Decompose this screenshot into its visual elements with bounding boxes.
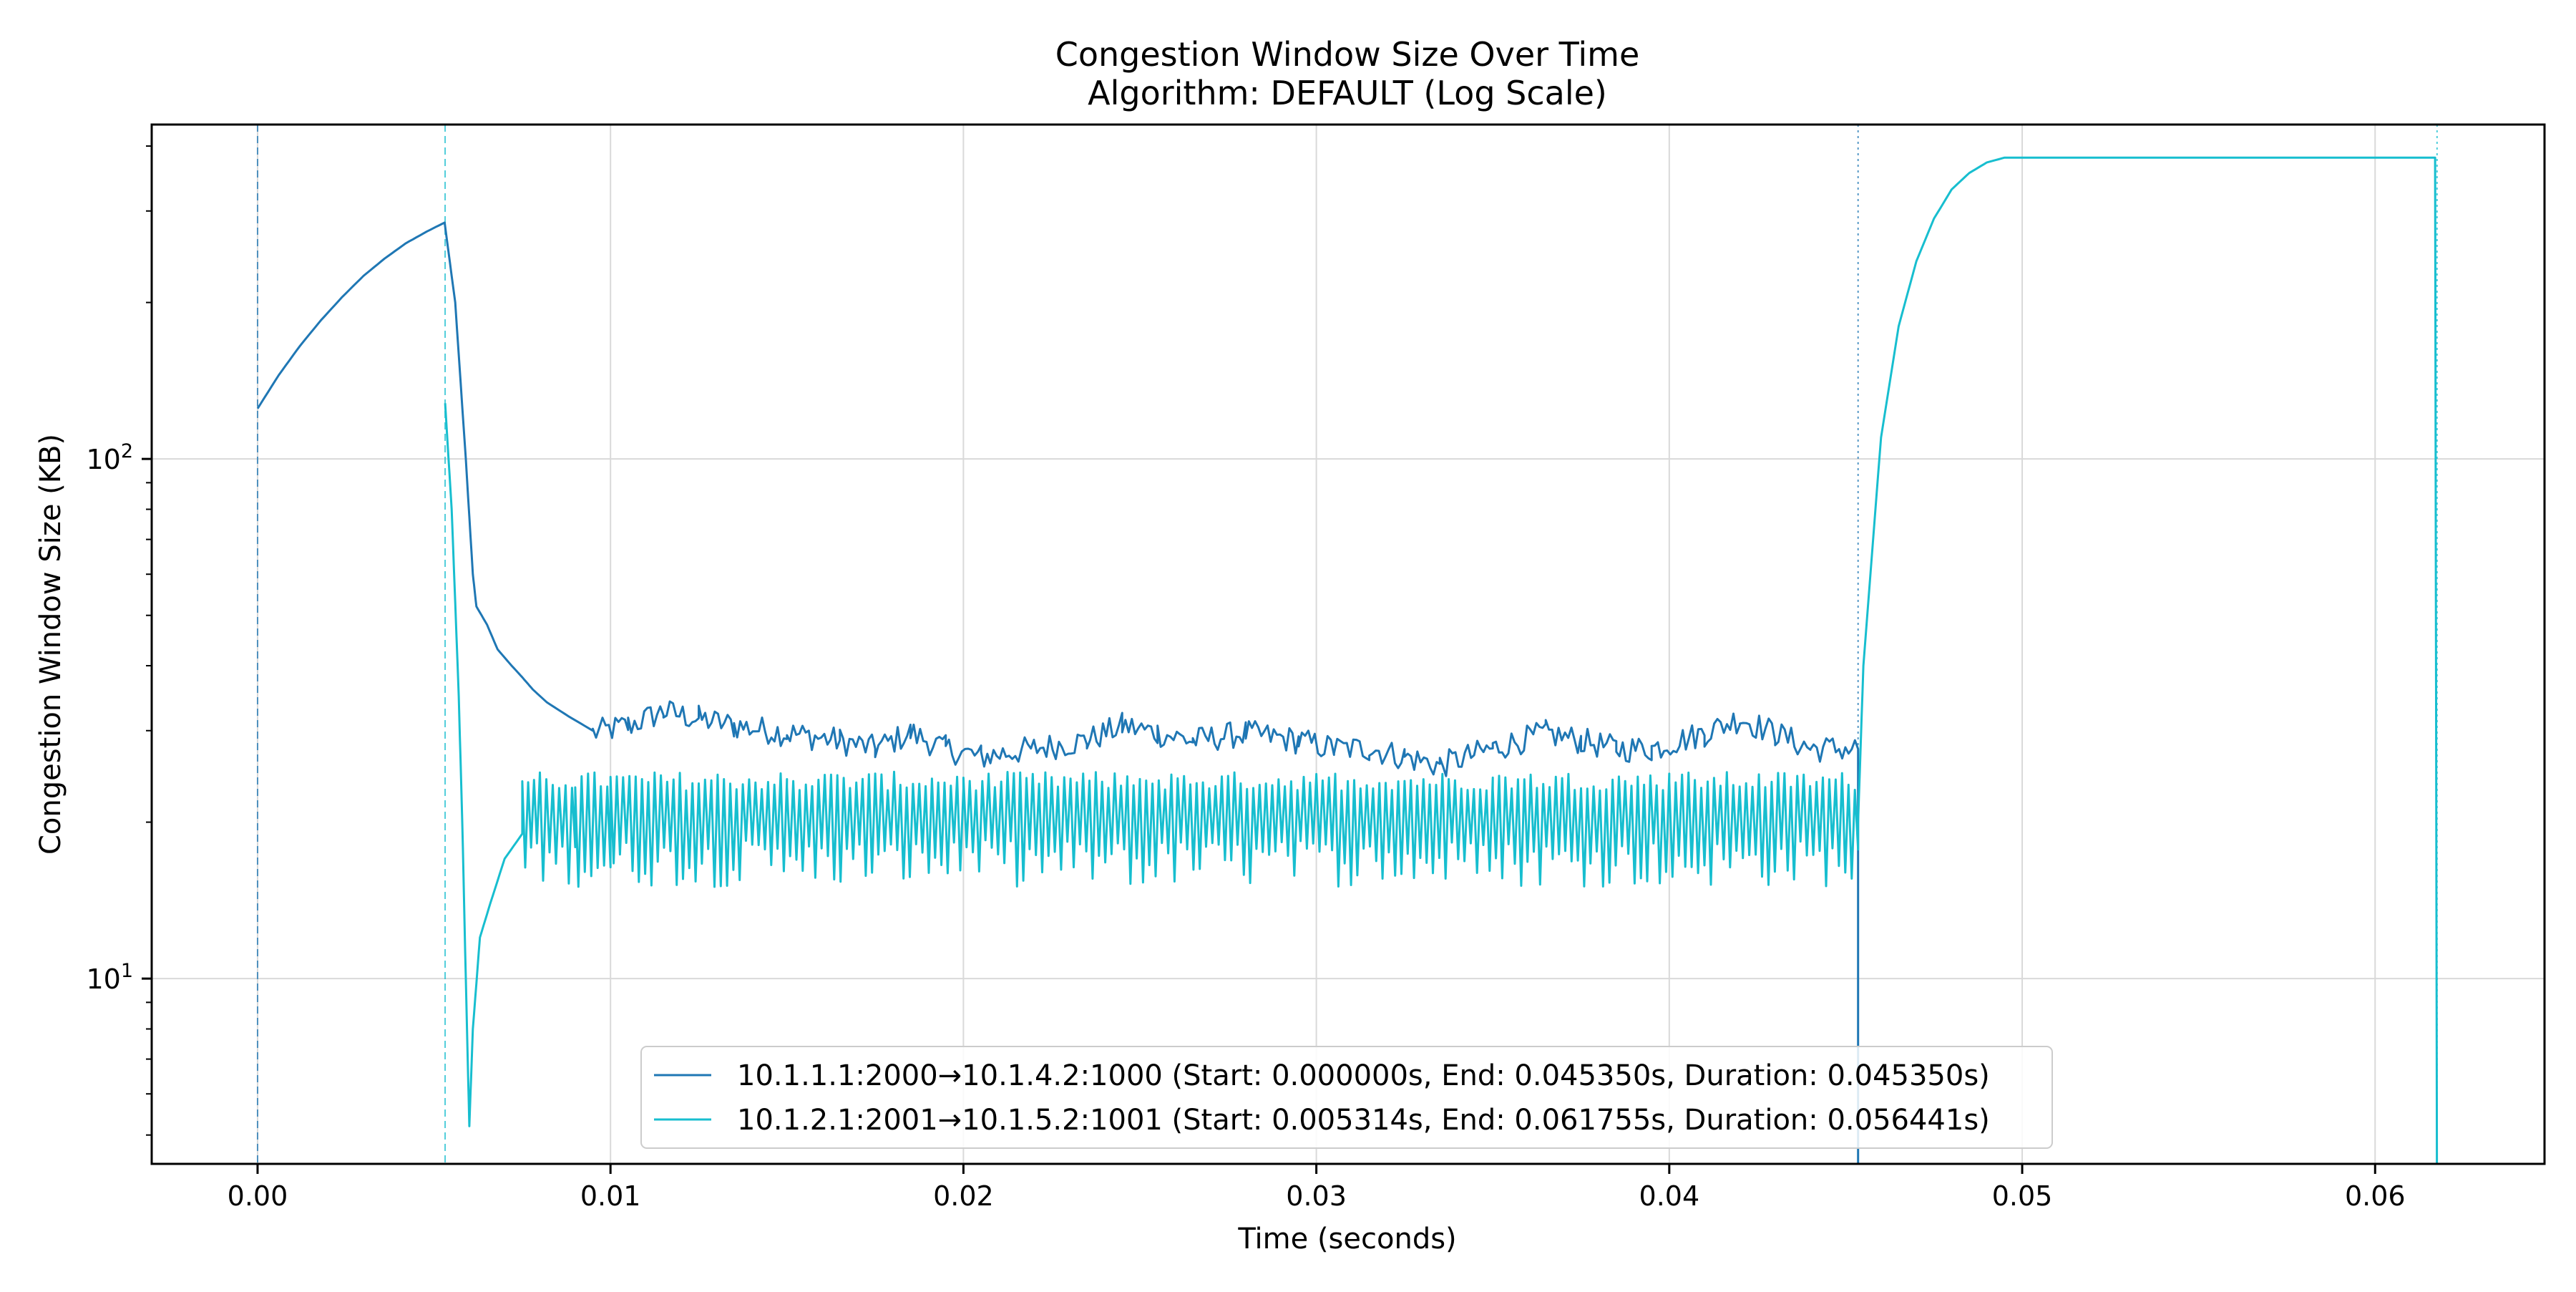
grid	[152, 125, 2545, 1164]
x-tick-label: 0.01	[580, 1180, 641, 1212]
y-tick-exponent: 2	[121, 440, 133, 462]
chart-subtitle: Algorithm: DEFAULT (Log Scale)	[1088, 74, 1607, 112]
x-tick-label: 0.00	[228, 1180, 288, 1212]
x-tick-label: 0.05	[1992, 1180, 2053, 1212]
legend-label: 10.1.1.1:2000→10.1.4.2:1000 (Start: 0.00…	[737, 1059, 1990, 1092]
x-tick-label: 0.06	[2345, 1180, 2406, 1212]
axes-frame	[150, 123, 2546, 1165]
y-tick-base: 10	[86, 444, 120, 475]
legend: 10.1.1.1:2000→10.1.4.2:1000 (Start: 0.00…	[640, 1046, 2053, 1149]
y-tick-exponent: 1	[121, 960, 133, 982]
y-tick-base: 10	[86, 963, 120, 995]
series-line-1	[256, 221, 1860, 1164]
series-line-2	[444, 156, 2439, 1164]
x-tick-label: 0.03	[1286, 1180, 1347, 1212]
x-tick-label: 0.04	[1639, 1180, 1700, 1212]
y-tick-label: 102	[86, 440, 133, 475]
x-tick-label: 0.02	[933, 1180, 994, 1212]
x-axis-label: Time (seconds)	[1237, 1223, 1456, 1255]
chart-title: Congestion Window Size Over Time	[1055, 35, 1640, 74]
y-axis-label: Congestion Window Size (KB)	[34, 434, 67, 855]
legend-label: 10.1.2.1:2001→10.1.5.2:1001 (Start: 0.00…	[737, 1104, 1990, 1137]
series-lines	[256, 156, 2439, 1164]
legend-box	[640, 1046, 2053, 1149]
plot-area	[256, 156, 2439, 1164]
x-axis-ticks: 0.00 0.01 0.02 0.03 0.04 0.05 0.06	[228, 1164, 2406, 1212]
y-tick-label: 101	[86, 960, 133, 995]
